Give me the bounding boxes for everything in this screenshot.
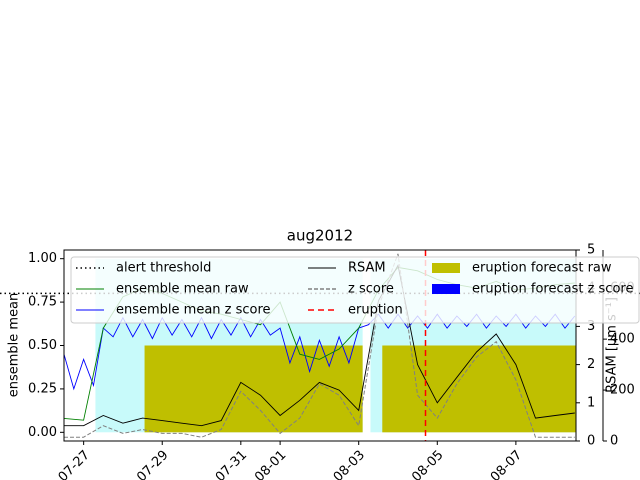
x-tick-label: 08-07 <box>488 448 525 480</box>
y-tick-label: 0.50 <box>28 338 57 353</box>
legend-label: z score <box>348 282 394 297</box>
x-tick-label: 08-05 <box>409 448 446 480</box>
series-line <box>64 313 576 391</box>
y2-tick-label: 1 <box>587 395 595 410</box>
y3-tick-label: 0 <box>610 434 618 449</box>
legend-label: eruption <box>348 303 403 318</box>
forecast-fill <box>382 345 576 433</box>
legend-label: eruption forecast z score <box>472 282 633 297</box>
x-tick-label: 08-01 <box>252 448 289 480</box>
plot-area <box>64 250 576 441</box>
legend-swatch <box>432 284 460 294</box>
x-tick-label: 07-31 <box>213 448 250 480</box>
legend-label: RSAM <box>348 261 386 276</box>
y-tick-label: 0.25 <box>28 381 57 396</box>
legend-box <box>70 256 640 324</box>
x-tick-label: 07-27 <box>56 448 93 480</box>
forecast-fill <box>144 345 363 433</box>
legend: alert threshold ensemble mean raw ensemble… <box>70 256 640 324</box>
y-tick-label: 1.00 <box>28 251 57 266</box>
legend-swatch <box>432 263 460 273</box>
chart-title: aug2012 <box>287 227 353 245</box>
x-tick-label: 07-29 <box>134 448 171 480</box>
legend-label: ensemble mean z score <box>116 303 271 318</box>
x-tick-label: 08-03 <box>331 448 368 480</box>
legend-label: alert threshold <box>116 261 211 276</box>
y3-tick-label: 200 <box>610 383 635 398</box>
y2-tick-label: 3 <box>587 319 595 334</box>
y-axis-label: ensemble mean <box>7 293 22 398</box>
legend-label: ensemble mean raw <box>116 282 249 297</box>
y3-tick-label: 400 <box>610 332 635 347</box>
y-tick-label: 0.00 <box>28 425 57 440</box>
y-tick-label: 0.75 <box>28 295 57 310</box>
legend-label: eruption forecast raw <box>472 261 612 276</box>
y2-tick-label: 2 <box>587 357 595 372</box>
y2-tick-label: 5 <box>587 243 595 258</box>
series-line <box>64 253 575 438</box>
series-line <box>64 263 575 427</box>
y2-tick-label: 0 <box>587 434 595 449</box>
